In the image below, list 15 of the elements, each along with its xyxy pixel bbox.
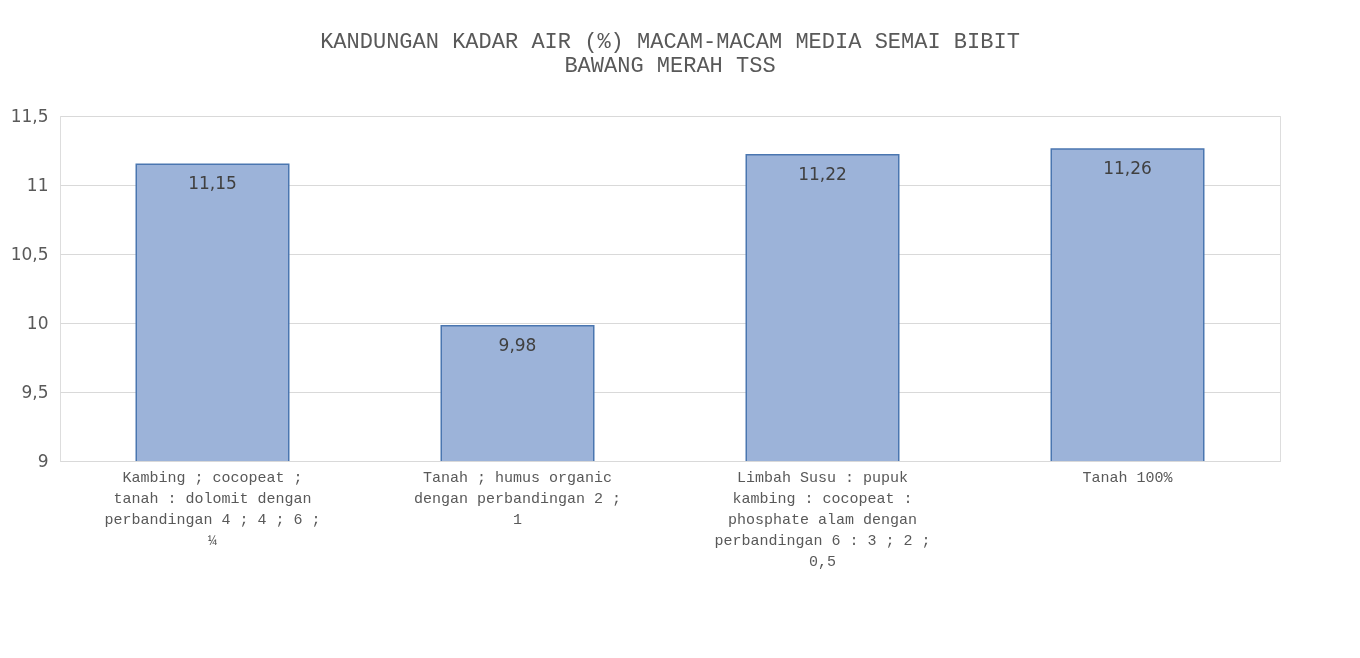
y-tick-label: 9,5 <box>21 381 49 402</box>
data-label: 9,98 <box>498 334 537 355</box>
y-tick-label: 9 <box>37 450 49 471</box>
x-tick-label: Tanah ; humus organic dengan perbandingan 2 ; 1 <box>413 469 622 529</box>
y-tick-label: 11 <box>26 174 49 195</box>
y-tick-label: 10 <box>26 312 49 333</box>
x-tick-label: Kambing ; cocopeat ; tanah : dolomit dengan perbandingan 4 ; 4 ; 6 ; ¼ <box>104 469 321 550</box>
data-label: 11,22 <box>798 163 847 184</box>
y-tick-label: 11,5 <box>10 105 49 126</box>
data-label: 11,15 <box>188 173 237 194</box>
chart-title: KANDUNGAN KADAR AIR (%) MACAM-MACAM MEDIA SEMAI BIBIT BAWANG MERAH TSS <box>320 30 1020 79</box>
x-tick-label: Limbah Susu : pupuk kambing : cocopeat : phosphate alam dengan perbandingan 6 : 3 ; 2 ; 0,5 <box>714 469 931 571</box>
data-label: 11,26 <box>1103 158 1152 179</box>
y-tick-label: 10,5 <box>10 243 49 264</box>
x-tick-label: Tanah 100% <box>1082 469 1174 487</box>
